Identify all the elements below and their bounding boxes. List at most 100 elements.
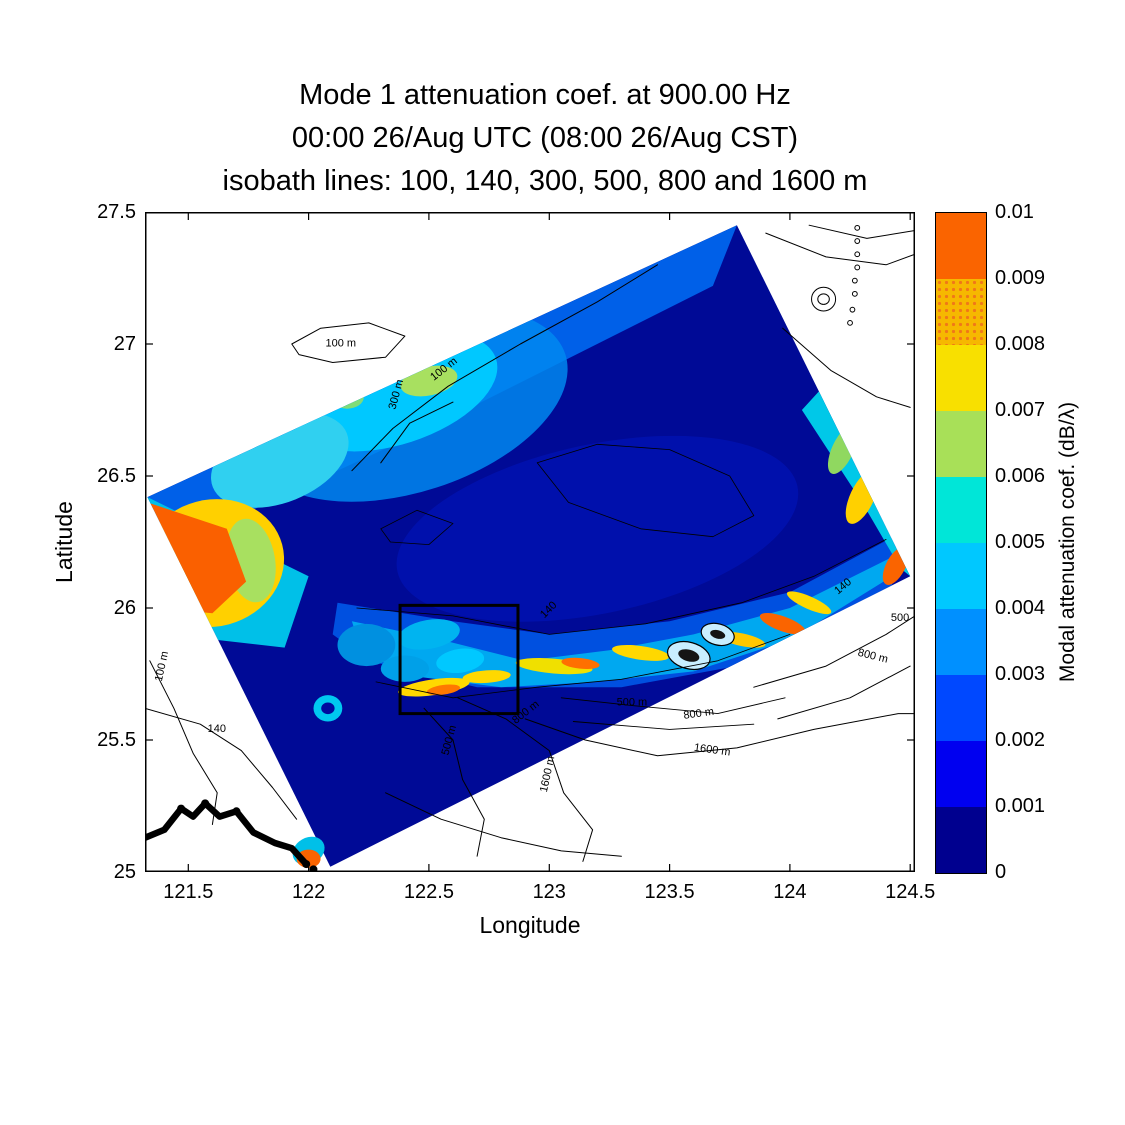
isobath-label: 100 m	[326, 338, 357, 350]
x-tick-label: 121.5	[163, 881, 214, 903]
se-contour-2	[777, 665, 911, 720]
colorbar-band	[936, 213, 986, 279]
plot-frame	[145, 212, 915, 872]
colorbar	[935, 212, 987, 874]
streak-yellow-6	[786, 591, 832, 615]
colorbar-tick-label: 0.002	[995, 729, 1046, 751]
figure-title: Mode 1 attenuation coef. at 900.00 Hz 00…	[75, 74, 1015, 203]
colorbar-tick-label: 0.001	[995, 795, 1046, 817]
coastline-dot	[232, 807, 241, 816]
isobath-label: 800 m	[683, 706, 715, 722]
title-line-3: isobath lines: 100, 140, 300, 500, 800 a…	[222, 165, 868, 197]
colorbar-band	[936, 543, 986, 609]
title-line-2: 00:00 26/Aug UTC (08:00 26/Aug CST)	[291, 122, 799, 154]
coastline-dot	[177, 804, 186, 813]
shelf-contour-s	[375, 633, 791, 699]
right-mid-contour	[782, 327, 911, 408]
upper-left-green-spot-2	[330, 384, 364, 409]
y-tick-label: 27	[113, 333, 136, 355]
interior-loop-2	[380, 509, 454, 546]
left-of-box-cyan	[337, 623, 396, 667]
box-cyan-2	[436, 648, 485, 674]
colorbar-tick-label: 0.009	[995, 267, 1046, 289]
eddy-pupil-2	[710, 629, 726, 639]
isobath-800-east	[572, 721, 755, 730]
dotted-isobath	[854, 224, 861, 231]
dotted-isobath	[854, 251, 861, 258]
y-tick-label: 26	[113, 597, 136, 619]
isobath-500-east	[560, 697, 786, 715]
topright-contour-1	[765, 232, 915, 266]
colorbar-band	[936, 279, 986, 345]
interior-loop-1	[536, 443, 755, 538]
small-eddy-core	[321, 702, 335, 715]
isobath-800-south	[457, 697, 594, 862]
dotted-isobath	[847, 319, 853, 326]
x-tick-label: 122.5	[403, 881, 454, 903]
x-tick-label: 122	[291, 881, 326, 903]
coastline-dot	[201, 799, 210, 808]
colorbar-tick-label: 0.01	[995, 201, 1034, 223]
isobath-label: 500	[891, 612, 909, 624]
isobath-1600-south	[524, 713, 915, 757]
dotted-isobath	[851, 290, 858, 297]
colorbar-band	[936, 609, 986, 675]
colorbar-tick-label: 0.006	[995, 465, 1046, 487]
streak-yellow-2	[462, 670, 511, 684]
colorbar-band	[936, 675, 986, 741]
x-tick-label: 123.5	[644, 881, 695, 903]
study-area-box	[398, 603, 520, 716]
dotted-isobath	[854, 238, 861, 244]
isobath-label: 100 m	[153, 650, 171, 682]
x-axis-label: Longitude	[479, 912, 581, 938]
y-tick-label: 26.5	[97, 465, 136, 487]
coastline-dot	[309, 865, 318, 872]
dotted-isobath	[854, 264, 861, 271]
colorbar-label: Modal attenuation coef. (dB/λ)	[1056, 401, 1079, 683]
colorbar-band	[936, 741, 986, 807]
box-cyan-1	[397, 619, 460, 650]
x-tick-label: 123	[532, 881, 566, 903]
isobath-label: 800 m	[857, 647, 890, 666]
taiwan-coastline	[145, 800, 310, 868]
isobath-label: 1600 m	[693, 742, 731, 759]
colorbar-band	[936, 345, 986, 411]
y-tick-label: 25.5	[97, 729, 136, 751]
colorbar-band	[936, 807, 986, 873]
streak-orange-2	[759, 613, 806, 635]
colorbar-band	[936, 477, 986, 543]
south-shelf-band	[351, 555, 901, 688]
isobath-300m-nw	[380, 401, 454, 464]
isobath-label: 500 m	[617, 697, 648, 709]
y-tick-label: 27.5	[97, 201, 136, 223]
dotted-isobath	[849, 306, 856, 313]
colorbar-tick-label: 0	[995, 861, 1007, 883]
y-tick-label: 25	[113, 861, 136, 883]
colorbar-tick-label: 0.005	[995, 531, 1046, 553]
streak-orange-0	[426, 684, 461, 696]
coastal-100-contour	[149, 660, 218, 825]
colorbar-tick-label: 0.008	[995, 333, 1046, 355]
isobath-100m-closed	[291, 322, 406, 363]
seamount-ring-outer	[811, 286, 837, 312]
colorbar-tick-label: 0.007	[995, 399, 1046, 421]
interior-lighter-patch	[396, 435, 799, 622]
coastal-140-contour	[145, 707, 298, 820]
x-tick-label: 124.5	[885, 881, 936, 903]
colorbar-band	[936, 411, 986, 477]
title-line-1: Mode 1 attenuation coef. at 900.00 Hz	[299, 79, 791, 111]
topright-contour-2	[808, 224, 915, 239]
box-cyan-3	[380, 655, 429, 682]
colorbar-tick-label: 0.004	[995, 597, 1046, 619]
seamount-ring-inner	[817, 293, 830, 305]
streak-orange-1	[561, 657, 600, 670]
se-contour-1	[753, 615, 915, 688]
isobath-label: 140	[208, 723, 226, 735]
shelf-contour-n	[356, 538, 887, 635]
bottom-contour	[385, 792, 622, 857]
eddy-pupil-1	[678, 649, 700, 662]
colorbar-tick-label: 0.003	[995, 663, 1046, 685]
x-tick-label: 124	[773, 881, 807, 903]
